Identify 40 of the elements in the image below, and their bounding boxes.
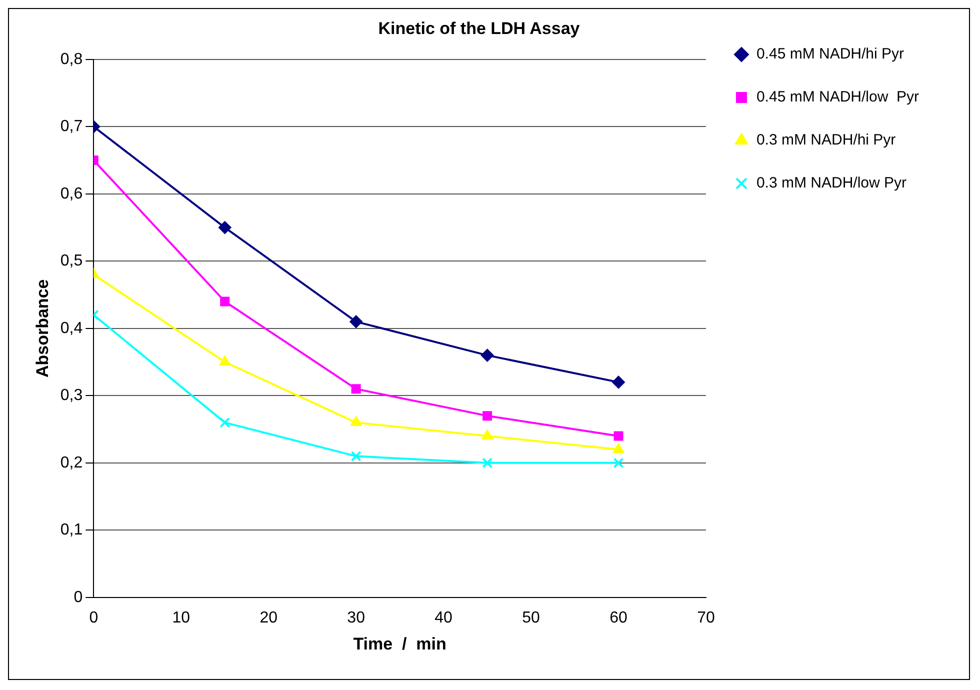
- x-tick-label: 70: [697, 609, 715, 626]
- x-axis-title: Time / min: [353, 634, 446, 654]
- y-tick-label: 0,7: [60, 118, 83, 136]
- point: [220, 417, 230, 428]
- x-tick-label: 40: [434, 609, 453, 626]
- x-tick-label: 10: [172, 609, 190, 626]
- y-tick-label: 0: [74, 588, 83, 606]
- x-tick-label: 30: [347, 609, 366, 626]
- y-tick-label: 0,2: [60, 454, 83, 472]
- legend-label: 0.3 mM NADH/hi Pyr: [756, 132, 896, 149]
- point: [351, 384, 361, 394]
- y-axis-title: Absorbance: [32, 279, 52, 378]
- legend-label: 0.45 mM NADH/low Pyr: [756, 88, 920, 106]
- legend-label: 0.3 mM NADH/low Pyr: [756, 174, 906, 192]
- point: [350, 450, 362, 462]
- point: [220, 296, 230, 306]
- point: [350, 315, 363, 328]
- point: [614, 431, 624, 441]
- point: [613, 458, 624, 468]
- legend-label: 0.45 mM NADH/hi Pyr: [756, 46, 904, 63]
- x-tick-label: 50: [522, 609, 540, 626]
- y-tick-label: 0,3: [60, 387, 83, 404]
- point: [612, 442, 624, 453]
- y-tick-label: 0,6: [60, 185, 83, 202]
- point: [218, 221, 232, 234]
- point: [219, 356, 231, 366]
- y-tick-label: 0,4: [60, 320, 83, 337]
- x-tick-label: 60: [610, 609, 628, 626]
- point: [482, 430, 493, 440]
- x-tick-label: 20: [260, 609, 278, 626]
- point: [480, 348, 494, 362]
- point: [482, 411, 492, 421]
- x-tick-label: 0: [89, 609, 98, 626]
- y-tick-label: 0,1: [60, 522, 83, 539]
- y-tick-label: 0,8: [60, 50, 83, 68]
- y-tick-label: 0,5: [60, 252, 83, 270]
- point: [482, 458, 493, 468]
- point: [350, 416, 362, 426]
- chart-title: Kinetic of the LDH Assay: [378, 18, 580, 38]
- point: [612, 376, 625, 389]
